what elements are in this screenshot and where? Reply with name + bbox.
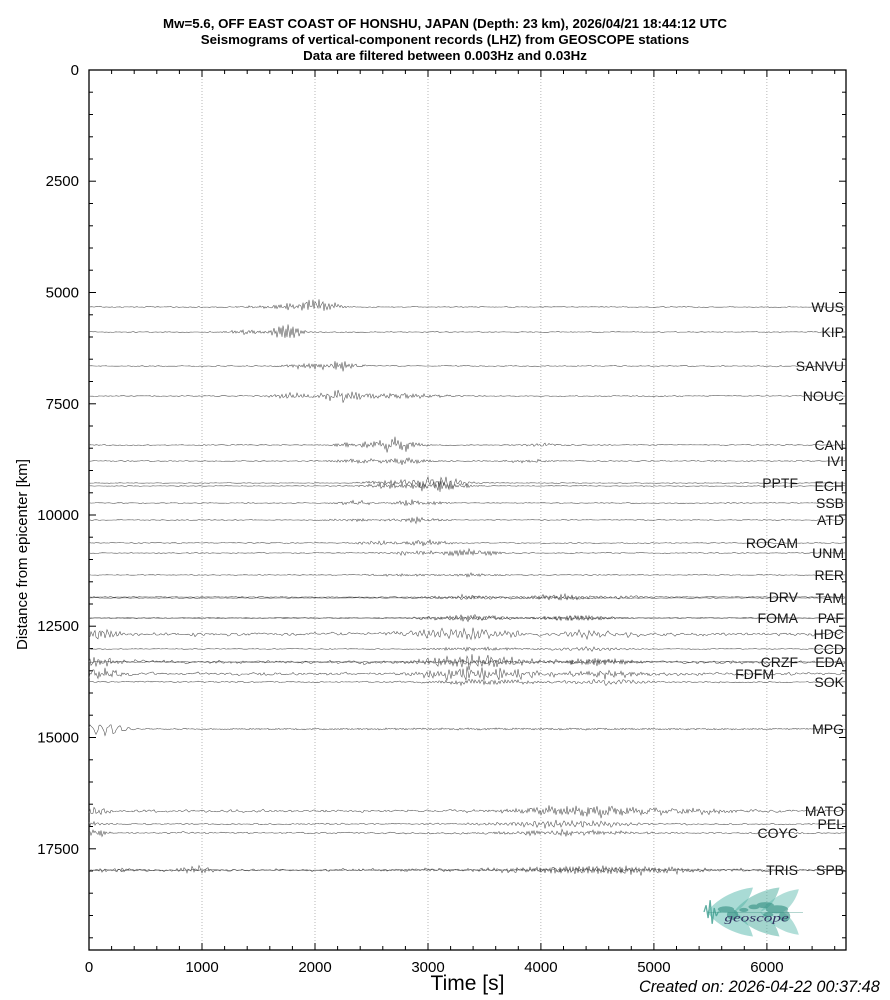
svg-text:SOK: SOK — [814, 674, 844, 690]
svg-text:NOUC: NOUC — [803, 388, 844, 404]
svg-text:0: 0 — [71, 62, 79, 79]
svg-text:DRV: DRV — [769, 589, 799, 605]
svg-text:ATD: ATD — [817, 512, 844, 528]
svg-text:PAF: PAF — [818, 610, 844, 626]
svg-text:SPB: SPB — [816, 862, 844, 878]
svg-text:IVI: IVI — [827, 453, 844, 469]
svg-text:7500: 7500 — [46, 396, 79, 413]
svg-text:CAN: CAN — [814, 437, 844, 453]
svg-text:COYC: COYC — [758, 825, 798, 841]
svg-text:2500: 2500 — [46, 173, 79, 190]
svg-text:geoscope: geoscope — [724, 912, 789, 925]
svg-text:PEL: PEL — [818, 816, 845, 832]
svg-text:EDA: EDA — [815, 654, 844, 670]
svg-text:5000: 5000 — [46, 285, 79, 302]
svg-text:PPTF: PPTF — [762, 475, 798, 491]
svg-text:MPG: MPG — [812, 721, 844, 737]
svg-text:TAM: TAM — [815, 590, 844, 606]
svg-text:UNM: UNM — [812, 545, 844, 561]
svg-text:RER: RER — [814, 567, 844, 583]
svg-text:KIP: KIP — [821, 324, 844, 340]
svg-text:HDC: HDC — [814, 626, 844, 642]
svg-text:ECH: ECH — [814, 478, 844, 494]
svg-text:WUS: WUS — [811, 299, 844, 315]
svg-text:FDFM: FDFM — [735, 666, 774, 682]
svg-text:SANVU: SANVU — [796, 358, 844, 374]
svg-text:12500: 12500 — [37, 618, 79, 635]
svg-text:ROCAM: ROCAM — [746, 535, 798, 551]
svg-text:TRIS: TRIS — [766, 862, 798, 878]
svg-text:SSB: SSB — [816, 495, 844, 511]
svg-text:17500: 17500 — [37, 841, 79, 858]
svg-text:10000: 10000 — [37, 507, 79, 524]
svg-text:FOMA: FOMA — [758, 610, 799, 626]
svg-text:15000: 15000 — [37, 730, 79, 747]
